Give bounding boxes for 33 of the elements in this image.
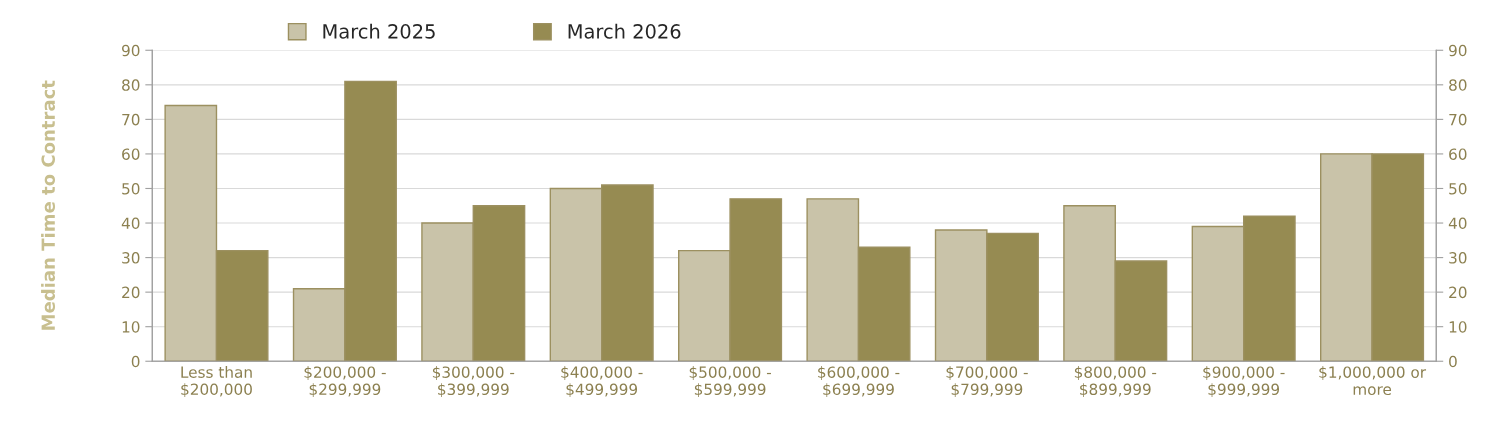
legend-label: March 2025 [323, 23, 435, 39]
x-tick-label: $600,000 - $699,999 [818, 366, 900, 398]
y2-tick-label: 60 [1449, 148, 1467, 160]
y-tick-label: 80 [122, 79, 140, 91]
x-tick-label: $200,000 - $299,999 [304, 366, 386, 398]
y2-tick-label: 70 [1449, 113, 1467, 126]
y-axis-title: Median Time to Contract [41, 80, 56, 330]
y-tick-label: 0 [131, 355, 140, 368]
y2-tick-label: 40 [1448, 217, 1467, 230]
x-tick-label: $1,000,000 or more [1319, 366, 1427, 396]
y-tick-label: 30 [122, 252, 140, 264]
y2-tick-label: 20 [1449, 286, 1467, 299]
y2-tick-label: 90 [1449, 44, 1467, 57]
x-tick-label: $700,000 - $799,999 [946, 366, 1028, 398]
x-tick-label: $300,000 - $399,999 [432, 366, 515, 398]
x-tick-label: $500,000 - $599,999 [689, 366, 771, 398]
y-tick-label: 70 [122, 113, 140, 126]
y2-tick-label: 0 [1449, 355, 1457, 368]
y-tick-label: 60 [122, 148, 140, 160]
y2-tick-label: 30 [1449, 252, 1467, 264]
y-tick-label: 90 [122, 44, 140, 57]
x-tick-label: $400,000 - $499,999 [561, 366, 643, 398]
y-tick-label: 10 [122, 321, 140, 333]
x-tick-label: $900,000 - $999,999 [1203, 366, 1285, 398]
y2-tick-label: 10 [1449, 321, 1467, 333]
y-tick-label: 40 [121, 217, 140, 230]
y-tick-label: 20 [122, 286, 140, 299]
y2-tick-label: 50 [1449, 182, 1467, 195]
y-tick-label: 50 [122, 182, 140, 195]
x-tick-label: Less than $200,000 [181, 366, 252, 398]
x-tick-label: $800,000 - $899,999 [1074, 366, 1157, 398]
legend-label: March 2026 [568, 23, 681, 39]
y2-tick-label: 80 [1449, 79, 1467, 91]
